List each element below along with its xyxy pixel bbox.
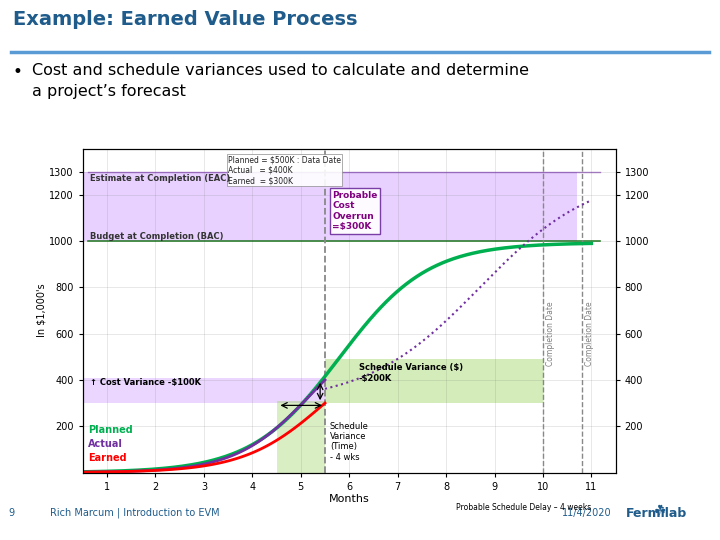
Text: Cost and schedule variances used to calculate and determine
a project’s forecast: Cost and schedule variances used to calc… <box>32 63 529 99</box>
Text: Schedule
Variance
(Time)
- 4 wks: Schedule Variance (Time) - 4 wks <box>330 422 369 462</box>
Text: Fermilab: Fermilab <box>626 507 688 519</box>
Text: Example: Earned Value Process: Example: Earned Value Process <box>13 10 357 29</box>
Y-axis label: In $1,000's: In $1,000's <box>37 284 46 338</box>
Text: 9: 9 <box>9 508 15 518</box>
X-axis label: Months: Months <box>329 494 369 504</box>
Text: Planned: Planned <box>88 425 132 435</box>
Bar <box>276 401 325 472</box>
Text: Actual: Actual <box>88 439 122 449</box>
Bar <box>83 172 577 241</box>
Text: ↑ Cost Variance -$100K: ↑ Cost Variance -$100K <box>90 377 201 387</box>
Text: ☘: ☘ <box>654 504 666 518</box>
Text: Planned = $500K : Data Date
Actual   = $400K
Earned  = $300K: Planned = $500K : Data Date Actual = $40… <box>228 156 341 185</box>
Text: 11/4/2020: 11/4/2020 <box>562 508 611 518</box>
Text: Estimate at Completion (EAC): Estimate at Completion (EAC) <box>90 174 230 183</box>
Bar <box>83 377 325 403</box>
Text: Schedule Variance ($)
-$200K: Schedule Variance ($) -$200K <box>359 363 463 383</box>
Text: Rich Marcum | Introduction to EVM: Rich Marcum | Introduction to EVM <box>50 508 220 518</box>
Text: Completion Date: Completion Date <box>546 301 555 366</box>
Text: Budget at Completion (BAC): Budget at Completion (BAC) <box>90 232 224 241</box>
Text: Probable
Cost
Overrun
=$300K: Probable Cost Overrun =$300K <box>332 191 377 231</box>
Bar <box>325 359 543 403</box>
Text: •: • <box>13 63 23 82</box>
Text: Completion Date: Completion Date <box>585 301 594 366</box>
Text: Earned: Earned <box>88 453 126 463</box>
Text: Probable Schedule Delay – 4 weeks: Probable Schedule Delay – 4 weeks <box>456 503 591 511</box>
